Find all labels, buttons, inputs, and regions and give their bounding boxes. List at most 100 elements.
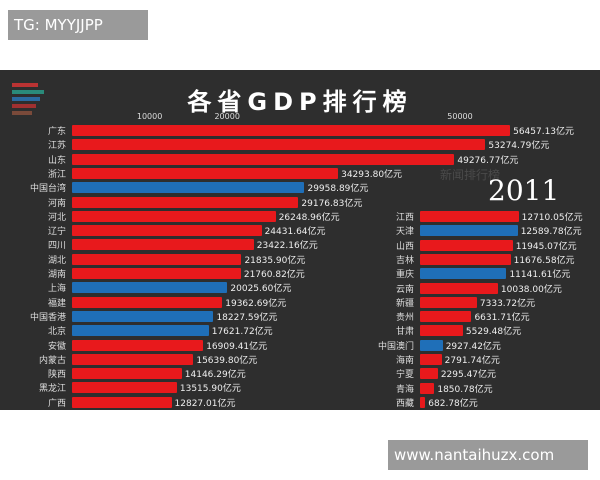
bar	[420, 282, 498, 294]
bar-label: 海南	[395, 356, 414, 366]
value-label: 15639.80亿元	[196, 355, 258, 366]
bar	[72, 210, 276, 222]
chart-panel: 各省GDP排行榜 新闻排行榜 2011 10000 20000 50000 广东 564…	[0, 70, 600, 410]
bar	[420, 268, 507, 280]
chart-title: 各省GDP排行榜	[187, 88, 413, 116]
value-label: 49276.77亿元	[457, 155, 519, 166]
value-label: 34293.80亿元	[341, 169, 403, 180]
bar	[72, 382, 177, 394]
bar	[72, 139, 486, 151]
value-label: 53274.79亿元	[488, 141, 550, 152]
value-label: 10038.00亿元	[500, 284, 562, 295]
bar-label: 辽宁	[47, 227, 66, 238]
bar	[72, 353, 194, 365]
bar	[420, 396, 426, 408]
value-label: 13515.90亿元	[179, 384, 241, 395]
value-label: 21835.90亿元	[244, 255, 306, 266]
bar-label: 福建	[47, 298, 66, 309]
bar-label: 河北	[47, 212, 66, 223]
bar	[420, 311, 472, 323]
bar-label: 河南	[47, 198, 66, 209]
value-label: 11676.58亿元	[513, 255, 575, 266]
axis-tick-label: 50000	[447, 112, 473, 121]
bar-label: 甘肃	[395, 327, 414, 338]
year-label: 2011	[488, 174, 560, 207]
bar	[72, 268, 241, 279]
bar-label: 湖南	[47, 270, 66, 280]
value-label: 2295.47亿元	[440, 370, 497, 381]
bar	[420, 325, 463, 337]
watermark-top-left: TG: MYYJJPP	[8, 10, 148, 40]
bar	[72, 282, 228, 294]
bar-label: 黑龙江	[38, 384, 66, 395]
value-label: 11141.61亿元	[509, 270, 571, 281]
bar	[72, 253, 242, 265]
bar-label: 西藏	[395, 398, 414, 409]
value-label: 24431.64亿元	[264, 227, 326, 238]
bar-label: 中国台湾	[29, 184, 66, 195]
value-label: 26248.96亿元	[278, 212, 340, 223]
bar-label: 中国香港	[29, 312, 66, 323]
bar-label: 云南	[395, 284, 414, 295]
value-label: 1850.78亿元	[437, 384, 493, 395]
bar-label: 吉林	[395, 255, 414, 266]
bar-label: 内蒙古	[38, 355, 66, 366]
bar	[72, 196, 299, 208]
bar	[420, 296, 477, 308]
bar	[72, 310, 214, 322]
bar-label: 山东	[47, 155, 66, 166]
value-label: 18227.59亿元	[216, 312, 278, 323]
bar	[72, 225, 262, 237]
bar-label: 天津	[395, 227, 414, 238]
value-label: 19362.69亿元	[225, 298, 287, 309]
bar	[420, 253, 511, 265]
value-label: 6631.71亿元	[474, 313, 530, 324]
value-label: 29958.89亿元	[307, 184, 369, 195]
bar	[72, 125, 511, 136]
value-label: 23422.16亿元	[256, 241, 318, 252]
value-label: 7333.72亿元	[479, 298, 536, 309]
bar-label: 广西	[47, 398, 66, 409]
bar	[72, 239, 254, 251]
value-label: 2791.74亿元	[444, 356, 500, 366]
bar	[72, 368, 182, 380]
bar-label: 江苏	[47, 141, 66, 152]
watermark: 新闻排行榜	[440, 168, 501, 182]
bar	[420, 239, 513, 251]
bar	[420, 354, 442, 365]
logo-icon	[12, 80, 44, 116]
bar-label: 四川	[47, 241, 66, 252]
value-label: 14146.29亿元	[184, 370, 246, 381]
bar-label: 新疆	[395, 298, 414, 309]
bar	[72, 182, 305, 194]
bar	[420, 368, 438, 380]
bar-label: 宁夏	[395, 370, 414, 381]
value-label: 17621.72亿元	[211, 327, 273, 338]
watermark-bottom-right: www.nantaihuzx.com	[388, 440, 588, 470]
value-label: 20025.60亿元	[230, 284, 292, 295]
bar-label: 中国澳门	[377, 341, 414, 352]
bar-label: 重庆	[395, 270, 414, 281]
value-label: 12710.05亿元	[521, 213, 583, 223]
value-label: 16909.41亿元	[206, 341, 268, 352]
value-label: 682.78亿元	[428, 398, 478, 409]
axis-tick-label: 10000	[136, 112, 163, 121]
bar	[420, 339, 443, 351]
value-label: 12589.78亿元	[520, 227, 582, 238]
bar	[72, 167, 339, 179]
value-label: 11945.07亿元	[515, 241, 577, 252]
bar	[72, 296, 223, 308]
value-label: 56457.13亿元	[513, 127, 575, 137]
bar	[72, 339, 204, 351]
bar-label: 北京	[47, 327, 66, 338]
bar	[420, 382, 435, 394]
bar-label: 贵州	[395, 313, 414, 324]
bar-label: 广东	[47, 127, 66, 137]
bar-label: 上海	[47, 284, 66, 295]
bar-label: 浙江	[47, 169, 66, 180]
value-label: 2927.42亿元	[445, 341, 501, 352]
value-label: 21760.82亿元	[243, 270, 305, 280]
bar	[72, 396, 172, 408]
bar-label: 江西	[395, 213, 414, 223]
bar	[72, 153, 455, 165]
